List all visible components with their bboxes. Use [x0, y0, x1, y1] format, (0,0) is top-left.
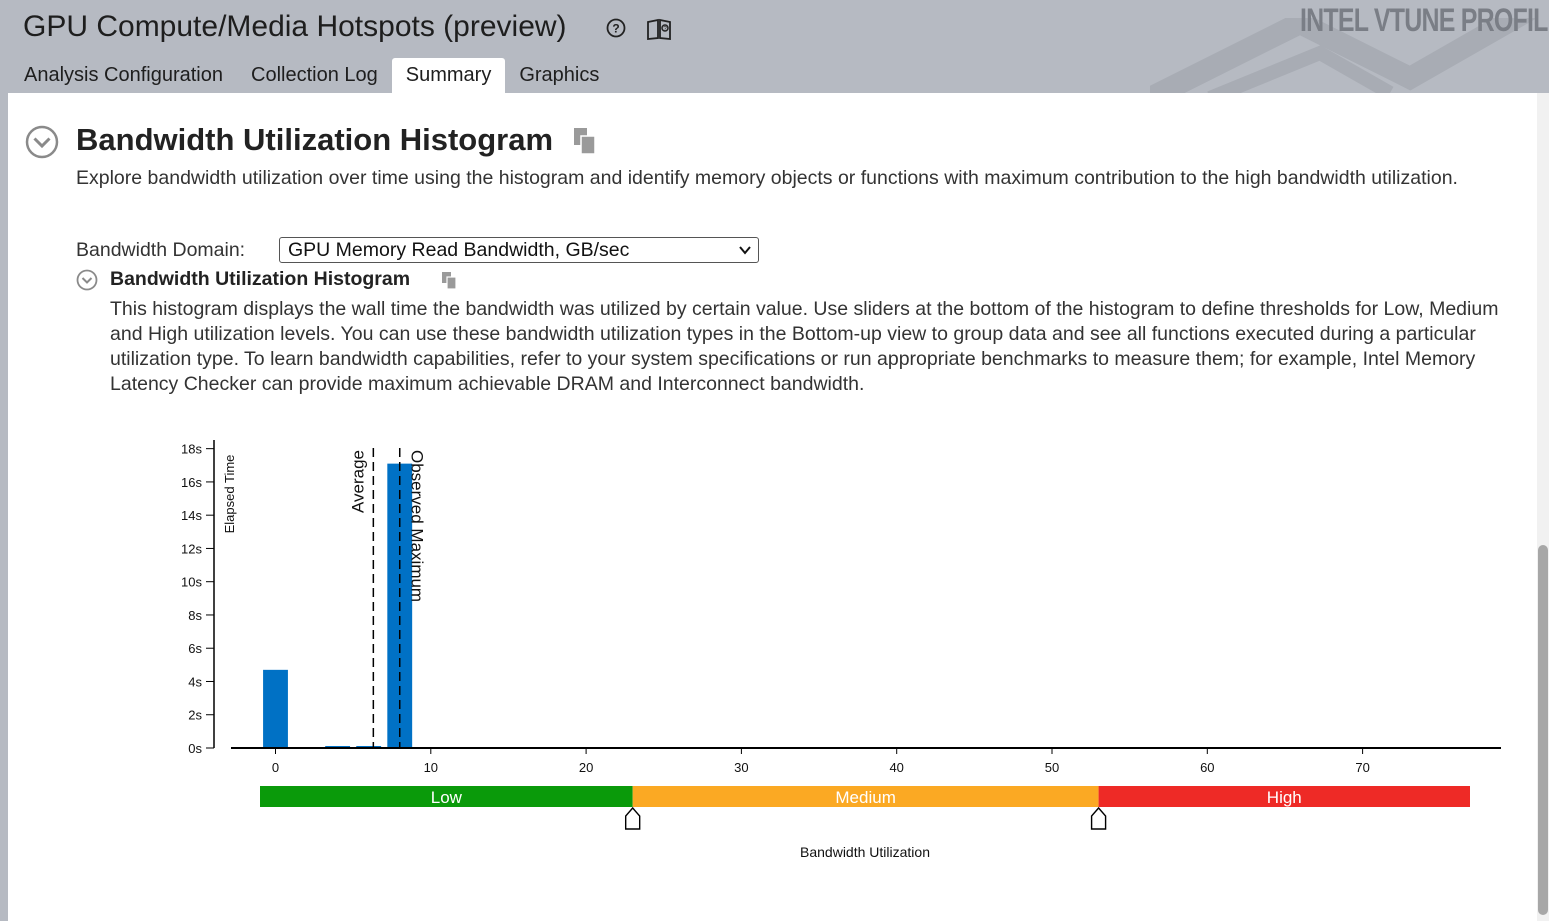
observed-maximum-marker-label: Observed Maximum [408, 450, 427, 602]
question-circle-icon[interactable]: ? [606, 18, 626, 38]
svg-text:?: ? [663, 27, 667, 33]
y-tick-label-10: 10s [181, 575, 202, 590]
collapse-subsection-icon[interactable] [76, 269, 98, 291]
tab-collection-log[interactable]: Collection Log [251, 64, 378, 86]
utilization-label-low: Low [431, 788, 463, 807]
app-title: GPU Compute/Media Hotspots (preview) [23, 10, 567, 43]
scrollbar-thumb[interactable] [1538, 545, 1548, 915]
average-marker-label: Average [348, 450, 367, 513]
x-tick-label-40: 40 [889, 760, 903, 775]
brand-logo: INTEL VTUNE PROFILER [1300, 2, 1549, 38]
y-axis-label: Elapsed Time [222, 455, 237, 534]
histogram-bar-0 [263, 669, 288, 748]
subsection-title: Bandwidth Utilization Histogram [110, 268, 411, 290]
x-tick-label-10: 10 [424, 760, 438, 775]
y-tick-label-6: 6s [188, 641, 202, 656]
summary-panel [8, 93, 1537, 921]
tab-bar: Analysis Configuration Collection Log Su… [10, 58, 613, 95]
y-tick-label-0: 0s [188, 741, 202, 756]
section-description: Explore bandwidth utilization over time … [76, 167, 1458, 189]
chevron-down-icon [739, 246, 751, 255]
x-tick-label-60: 60 [1200, 760, 1214, 775]
bandwidth-domain-select[interactable]: GPU Memory Read Bandwidth, GB/sec [279, 237, 759, 263]
x-tick-label-30: 30 [734, 760, 748, 775]
tab-analysis-configuration[interactable]: Analysis Configuration [24, 64, 223, 86]
y-tick-label-14: 14s [181, 508, 202, 523]
collapse-section-icon[interactable] [25, 125, 59, 159]
threshold-slider-handle-1[interactable] [1090, 806, 1107, 830]
svg-text:?: ? [612, 22, 619, 36]
bandwidth-domain-value: GPU Memory Read Bandwidth, GB/sec [288, 239, 630, 261]
utilization-band-medium [632, 786, 1099, 807]
y-tick-label-8: 8s [188, 608, 202, 623]
y-tick-label-4: 4s [188, 674, 202, 689]
utilization-label-medium: Medium [835, 788, 895, 807]
y-tick-label-12: 12s [181, 541, 202, 556]
tab-graphics[interactable]: Graphics [519, 64, 600, 86]
y-tick-label-18: 18s [181, 442, 202, 457]
y-tick-label-2: 2s [188, 708, 202, 723]
x-tick-label-20: 20 [579, 760, 593, 775]
utilization-label-high: High [1267, 788, 1302, 807]
y-tick-label-16: 16s [181, 475, 202, 490]
utilization-band-high [1098, 786, 1470, 807]
app-header: GPU Compute/Media Hotspots (preview) ? ?… [0, 0, 1549, 95]
book-icon[interactable]: ? [646, 17, 672, 41]
copy-icon[interactable] [572, 126, 598, 156]
utilization-band-low [260, 786, 633, 807]
section-title: Bandwidth Utilization Histogram [76, 122, 554, 157]
x-tick-label-0: 0 [272, 760, 279, 775]
x-tick-label-70: 70 [1355, 760, 1369, 775]
copy-icon-small[interactable] [441, 271, 458, 290]
threshold-slider-handle-0[interactable] [624, 806, 641, 830]
brand-decoration [1150, 18, 1538, 95]
x-axis-label: Bandwidth Utilization [800, 844, 930, 860]
subsection-description: This histogram displays the wall time th… [110, 298, 1499, 395]
x-tick-label-50: 50 [1045, 760, 1059, 775]
tab-summary[interactable]: Summary [391, 58, 506, 95]
bandwidth-domain-label: Bandwidth Domain: [76, 239, 246, 261]
